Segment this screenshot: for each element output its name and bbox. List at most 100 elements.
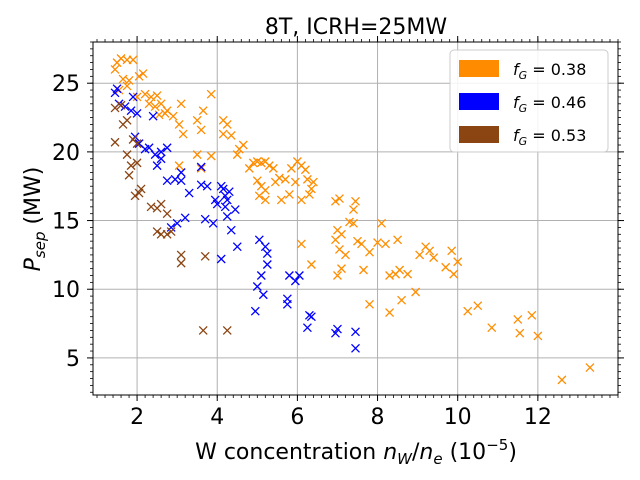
data-point	[447, 246, 457, 256]
data-point	[429, 253, 439, 263]
y-tick-label: 20	[52, 141, 80, 166]
data-point	[351, 327, 360, 337]
data-point	[166, 222, 176, 232]
data-point	[162, 176, 172, 186]
legend-swatch-fg-038	[459, 60, 499, 77]
data-point	[144, 99, 154, 109]
data-point	[226, 225, 236, 235]
data-point	[333, 271, 342, 280]
data-point	[250, 306, 260, 316]
data-point	[296, 195, 306, 205]
data-point	[110, 137, 120, 147]
y-label-var-p: P	[21, 257, 46, 271]
data-point	[196, 163, 206, 173]
data-point	[140, 89, 150, 99]
data-point	[124, 170, 134, 180]
data-point	[156, 147, 166, 157]
data-point	[168, 111, 178, 121]
data-point	[132, 158, 142, 168]
data-point	[222, 211, 232, 221]
data-point	[264, 161, 274, 171]
data-point	[274, 173, 284, 183]
data-point	[282, 299, 292, 309]
data-point	[473, 301, 483, 311]
x-label-unit-exp: −5	[486, 436, 508, 454]
data-point	[453, 257, 463, 267]
data-point	[294, 271, 304, 280]
data-point	[449, 269, 459, 279]
y-tick-label: 5	[66, 347, 80, 372]
data-point	[118, 74, 128, 84]
data-point	[395, 265, 405, 275]
data-point	[527, 310, 537, 320]
data-point	[244, 163, 254, 173]
data-point	[256, 271, 266, 280]
data-point	[218, 129, 228, 139]
x-tick-label: 12	[524, 405, 552, 430]
x-tick-label: 6	[290, 405, 304, 430]
data-point	[335, 194, 344, 204]
data-point	[192, 115, 202, 125]
legend-swatch-fg-053	[459, 126, 499, 143]
legend-label-fg-038: fG = 0.38	[513, 60, 586, 82]
data-point	[152, 227, 162, 237]
data-point	[222, 325, 232, 335]
data-point	[148, 111, 158, 121]
data-point	[533, 331, 543, 341]
data-point	[487, 323, 497, 333]
data-point	[238, 140, 248, 150]
data-point	[296, 239, 306, 249]
data-point	[341, 250, 350, 260]
data-point	[180, 213, 190, 223]
data-point	[441, 262, 451, 272]
data-point	[262, 249, 272, 258]
data-point	[152, 91, 162, 101]
data-point	[284, 190, 294, 199]
data-point	[276, 195, 286, 205]
x-label-var-n2: n	[419, 440, 433, 465]
data-point	[162, 209, 172, 219]
data-point	[411, 287, 421, 297]
data-point	[353, 236, 362, 246]
data-point	[138, 69, 148, 79]
data-point	[373, 238, 383, 247]
data-point	[306, 260, 316, 269]
x-label-unit-close: )	[508, 440, 517, 465]
x-tick-label: 8	[371, 405, 385, 430]
data-point	[134, 71, 144, 81]
data-point	[122, 115, 132, 125]
data-point	[397, 295, 407, 305]
data-point	[132, 108, 142, 118]
legend-entry-fg-038: fG = 0.38	[459, 60, 586, 82]
legend-swatch-fg-046	[459, 93, 499, 110]
data-point	[290, 177, 300, 187]
data-point	[302, 323, 312, 333]
data-point	[302, 174, 312, 184]
data-point	[349, 218, 358, 228]
data-point	[132, 92, 142, 102]
data-point	[200, 251, 210, 261]
legend-label-fg-046: fG = 0.46	[513, 93, 586, 115]
data-point	[222, 195, 232, 205]
data-point	[124, 75, 134, 85]
data-point	[463, 306, 473, 316]
data-point	[184, 188, 194, 198]
x-label-unit-open: (10	[443, 440, 487, 465]
data-point	[260, 195, 270, 205]
data-point	[377, 218, 387, 228]
data-point	[172, 218, 182, 228]
data-point	[351, 196, 360, 206]
y-tick-label: 25	[52, 72, 80, 97]
x-label-var-n: n	[383, 440, 397, 465]
y-tick-label: 10	[52, 278, 80, 303]
data-point	[150, 150, 160, 160]
data-point	[260, 242, 270, 252]
data-points	[110, 54, 595, 385]
data-point	[202, 181, 212, 191]
data-point	[224, 187, 234, 197]
data-point	[220, 202, 230, 212]
data-point	[365, 247, 374, 257]
x-tick-label: 10	[444, 405, 472, 430]
data-point	[176, 176, 186, 186]
data-point	[136, 184, 146, 194]
